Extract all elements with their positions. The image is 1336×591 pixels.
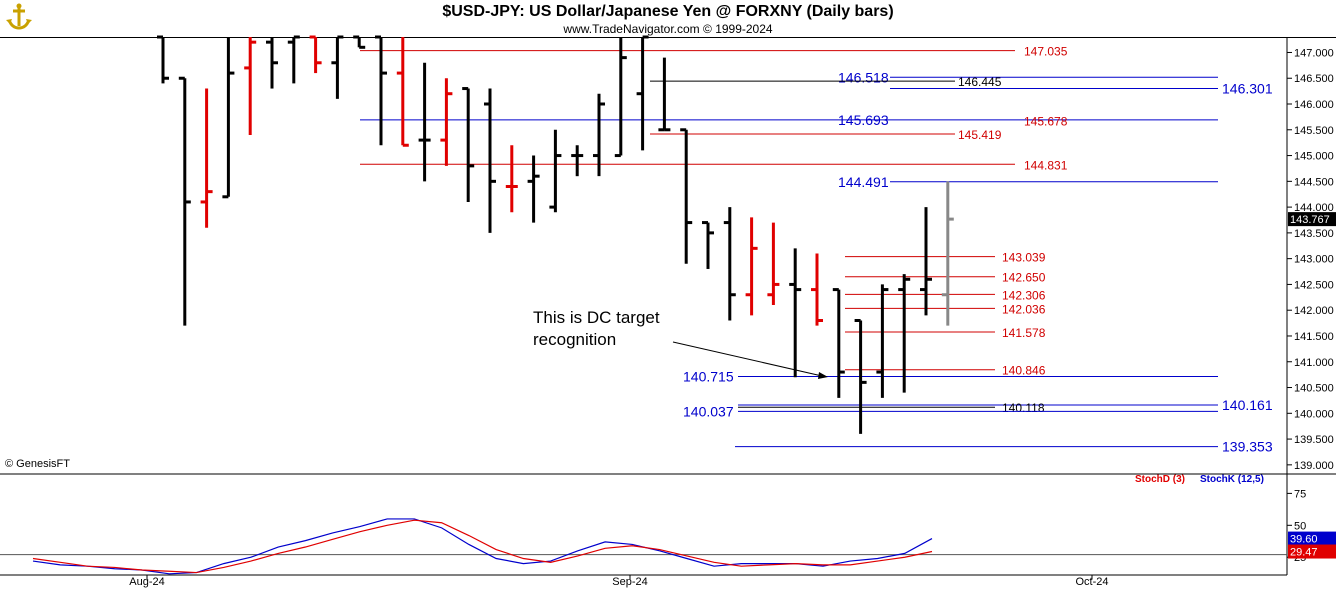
- level-label: 139.353: [1222, 439, 1273, 455]
- stoch-tick-label: 75: [1294, 488, 1306, 500]
- stoch-tick-label: 50: [1294, 520, 1306, 532]
- level-label: 142.306: [1002, 288, 1046, 302]
- stoch-value-badge: [1288, 531, 1336, 546]
- y-tick-label: 141.500: [1294, 331, 1334, 343]
- y-tick-label: 140.500: [1294, 383, 1334, 395]
- y-tick-label: 146.000: [1294, 99, 1334, 111]
- y-tick-label: 139.000: [1294, 460, 1334, 472]
- chart-title: $USD-JPY: US Dollar/Japanese Yen @ FORXN…: [442, 3, 894, 20]
- y-tick-label: 142.500: [1294, 279, 1334, 291]
- stoch-line: [32, 519, 933, 574]
- level-label: 144.831: [1024, 158, 1068, 172]
- y-tick-label: 139.500: [1294, 434, 1334, 446]
- y-tick-label: 144.500: [1294, 176, 1334, 188]
- level-label: 140.161: [1222, 397, 1273, 413]
- level-label: 140.715: [683, 368, 734, 384]
- annotation-line-2: recognition: [533, 330, 617, 349]
- x-tick-label: Oct-24: [1075, 576, 1108, 588]
- y-tick-label: 143.000: [1294, 254, 1334, 266]
- top-border: [0, 37, 1336, 38]
- stoch-value-label: 39.60: [1290, 534, 1318, 546]
- y-tick-label: 145.000: [1294, 151, 1334, 163]
- stoch-value-label: 29.47: [1290, 547, 1318, 559]
- level-label: 142.036: [1002, 302, 1046, 316]
- level-label: 146.445: [958, 75, 1002, 89]
- last-price-label: 143.767: [1290, 214, 1330, 226]
- annotation-arrow: [672, 341, 823, 377]
- chart-subtitle: www.TradeNavigator.com © 1999-2024: [563, 22, 773, 36]
- y-tick-label: 145.500: [1294, 125, 1334, 137]
- y-tick-label: 147.000: [1294, 47, 1334, 59]
- level-label: 146.301: [1222, 80, 1273, 96]
- y-tick-label: 144.000: [1294, 202, 1334, 214]
- level-label: 143.039: [1002, 251, 1046, 265]
- copyright-text: © GenesisFT: [5, 458, 70, 470]
- last-price-badge: [1288, 212, 1336, 227]
- level-label: 140.037: [683, 403, 734, 419]
- annotation-line-1: This is DC target: [533, 308, 660, 327]
- legend-stochd: StochD (3): [1135, 474, 1185, 485]
- stoch-line: [32, 518, 933, 575]
- anchor-logo-icon: [6, 3, 32, 30]
- x-tick-label: Aug-24: [129, 576, 164, 588]
- level-label: 140.846: [1002, 364, 1046, 378]
- level-label: 146.518: [838, 69, 889, 85]
- stoch-value-badge: [1288, 544, 1336, 559]
- level-label: 140.118: [1002, 401, 1045, 415]
- y-tick-label: 142.000: [1294, 305, 1334, 317]
- y-tick-label: 143.500: [1294, 228, 1334, 240]
- y-tick-label: 146.500: [1294, 73, 1334, 85]
- level-label: 142.650: [1002, 271, 1046, 285]
- y-tick-label: 140.000: [1294, 408, 1334, 420]
- level-label: 145.693: [838, 112, 889, 128]
- level-label: 145.678: [1024, 115, 1068, 129]
- level-label: 147.035: [1024, 45, 1068, 59]
- annotation-arrowhead: [818, 372, 828, 379]
- x-tick-label: Sep-24: [612, 576, 647, 588]
- level-label: 144.491: [838, 174, 889, 190]
- annotation-text: This is DC target recognition: [533, 307, 660, 351]
- level-label: 141.578: [1002, 326, 1046, 340]
- y-tick-label: 141.000: [1294, 357, 1334, 369]
- level-label: 145.419: [958, 128, 1002, 142]
- legend-stochk: StochK (12,5): [1200, 474, 1264, 485]
